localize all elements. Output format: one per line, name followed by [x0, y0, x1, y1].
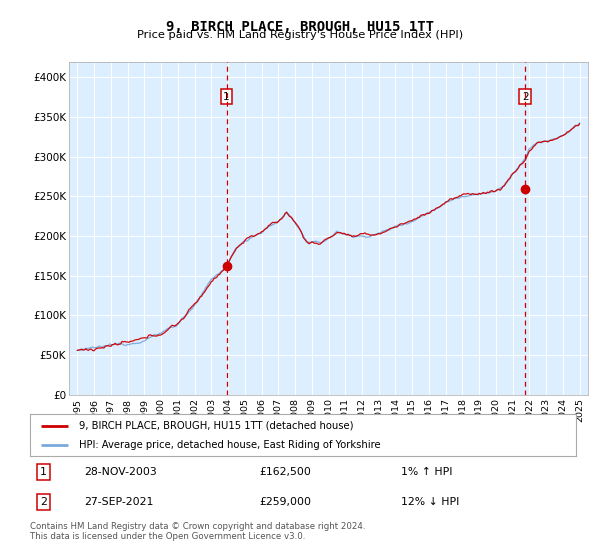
Text: 12% ↓ HPI: 12% ↓ HPI [401, 497, 460, 507]
Text: 28-NOV-2003: 28-NOV-2003 [85, 467, 157, 477]
Text: 9, BIRCH PLACE, BROUGH, HU15 1TT: 9, BIRCH PLACE, BROUGH, HU15 1TT [166, 20, 434, 34]
Text: Price paid vs. HM Land Registry's House Price Index (HPI): Price paid vs. HM Land Registry's House … [137, 30, 463, 40]
Text: 2: 2 [522, 92, 529, 101]
Text: 2: 2 [40, 497, 47, 507]
Text: 9, BIRCH PLACE, BROUGH, HU15 1TT (detached house): 9, BIRCH PLACE, BROUGH, HU15 1TT (detach… [79, 421, 353, 431]
Text: 1: 1 [40, 467, 47, 477]
Text: HPI: Average price, detached house, East Riding of Yorkshire: HPI: Average price, detached house, East… [79, 440, 381, 450]
Text: 27-SEP-2021: 27-SEP-2021 [85, 497, 154, 507]
Text: Contains HM Land Registry data © Crown copyright and database right 2024.
This d: Contains HM Land Registry data © Crown c… [30, 522, 365, 542]
Text: £259,000: £259,000 [259, 497, 311, 507]
Text: 1: 1 [223, 92, 230, 101]
Text: £162,500: £162,500 [259, 467, 311, 477]
Text: 1% ↑ HPI: 1% ↑ HPI [401, 467, 453, 477]
